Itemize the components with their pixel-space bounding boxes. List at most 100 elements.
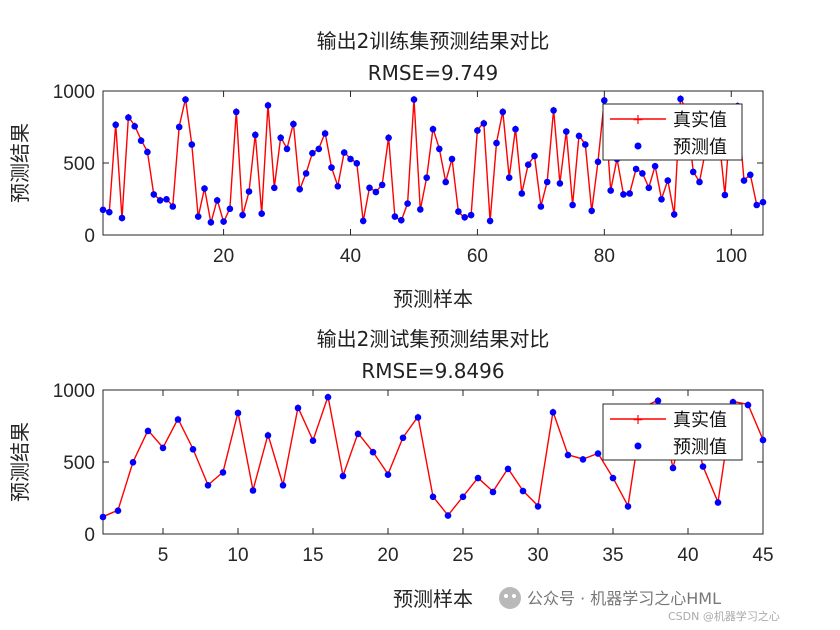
train-pred-point (594, 158, 602, 166)
train-pred-point (277, 134, 285, 142)
train-ytick-label: 0 (84, 226, 95, 247)
train-pred-point (632, 165, 640, 173)
test-pred-point (669, 464, 677, 472)
train-pred-point (569, 201, 576, 209)
test-pred-point (564, 451, 572, 459)
train-pred-point (252, 131, 259, 139)
train-pred-point (106, 208, 113, 216)
train-pred-point (575, 132, 583, 140)
test-xtick-label: 45 (752, 545, 773, 566)
test-pred-point (354, 430, 362, 438)
train-pred-point (321, 130, 329, 137)
train-pred-point (423, 174, 431, 181)
train-xtick-label: 20 (213, 246, 234, 267)
train-pred-point (112, 121, 119, 129)
train-pred-point (398, 216, 405, 224)
train-pred-point (213, 197, 221, 204)
train-pred-point (118, 214, 126, 222)
test-legend-plus-marker: + (632, 412, 644, 428)
train-pred-point (563, 128, 570, 135)
watermark-csdn: CSDN @机器学习之心 (668, 609, 780, 623)
train-pred-point (461, 214, 469, 221)
test-xtick-label: 15 (302, 545, 323, 566)
train-pred-point (296, 185, 304, 193)
test-pred-point (474, 474, 482, 482)
test-xtick-label: 5 (158, 545, 169, 566)
test-xtick-label: 40 (677, 545, 698, 566)
train-pred-point (156, 197, 164, 204)
train-pred-point (359, 217, 367, 225)
train-pred-point (290, 120, 297, 128)
train-pred-point (283, 145, 291, 153)
train-pred-point (429, 125, 437, 133)
train-pred-point (436, 145, 443, 153)
test-pred-point (249, 487, 257, 494)
train-ytick-label: 500 (63, 154, 95, 175)
train-pred-point (670, 211, 678, 218)
wechat-icon (499, 587, 521, 609)
train-pred-point (588, 207, 595, 215)
test-pred-point (324, 393, 332, 401)
train-legend-dot-swatch (634, 142, 642, 150)
train-pred-point (194, 213, 202, 220)
test-pred-point (189, 446, 197, 453)
train-legend-pred-label: 预测值 (673, 137, 727, 158)
train-pred-point (378, 181, 386, 189)
test-pred-point (744, 401, 752, 409)
train-pred-point (201, 185, 208, 192)
train-legend: + 真实值 预测值 (602, 103, 743, 161)
train-pred-point (664, 177, 672, 184)
train-pred-point (448, 155, 456, 163)
test-pred-point (369, 448, 377, 456)
train-pred-point (334, 183, 342, 190)
watermark: 公众号 · 机器学习之心HML CSDN @机器学习之心 (499, 587, 780, 623)
test-chart: 输出2测试集预测结果对比 RMSE=9.8496 0 500 1000 5 10 15 20… (8, 327, 774, 611)
watermark-text: 公众号 · 机器学习之心HML (527, 589, 721, 608)
test-pred-point (204, 482, 212, 489)
train-pred-point (556, 180, 564, 187)
train-pred-point (607, 187, 614, 194)
train-pred-point (626, 190, 633, 197)
train-pred-point (163, 196, 170, 203)
train-pred-point (340, 149, 348, 156)
train-pred-point (689, 168, 697, 176)
train-pred-point (391, 213, 399, 220)
train-pred-point (347, 155, 354, 163)
train-pred-point (582, 141, 589, 148)
test-pred-point (714, 499, 722, 506)
test-pred-point (654, 397, 662, 405)
test-pred-point (99, 513, 107, 521)
train-pred-point (188, 141, 196, 148)
train-legend-true-label: 真实值 (673, 110, 727, 131)
train-pred-point (639, 170, 646, 177)
train-pred-point (474, 127, 481, 134)
train-pred-point (531, 152, 538, 160)
train-pred-point (505, 174, 513, 181)
train-pred-point (150, 191, 158, 198)
test-pred-point (384, 471, 392, 479)
test-legend: + 真实值 预测值 (602, 403, 743, 461)
test-pred-point (294, 404, 302, 412)
train-chart-subtitle: RMSE=9.749 (368, 61, 499, 85)
test-legend-dot-swatch (634, 442, 642, 450)
test-pred-point (414, 414, 422, 421)
train-xtick-label: 60 (467, 246, 488, 267)
train-chart: 输出2训练集预测结果对比 RMSE=9.749 0 500 1000 20 40 60 80… (8, 29, 767, 311)
train-pred-point (747, 171, 754, 179)
test-pred-point (504, 465, 512, 473)
train-pred-point (499, 108, 507, 116)
test-pred-point (159, 444, 167, 452)
train-pred-point (442, 178, 450, 186)
test-xtick-label: 35 (602, 545, 623, 566)
test-pred-point (489, 488, 497, 496)
train-xlabel: 预测样本 (393, 287, 473, 311)
train-pred-point (258, 210, 266, 217)
train-pred-point (721, 191, 729, 199)
train-pred-point (753, 201, 760, 209)
train-chart-title: 输出2训练集预测结果对比 (317, 29, 550, 53)
test-pred-point (609, 474, 617, 482)
train-pred-point (759, 198, 767, 206)
train-pred-point (207, 219, 215, 226)
test-ytick-label: 500 (63, 453, 95, 474)
